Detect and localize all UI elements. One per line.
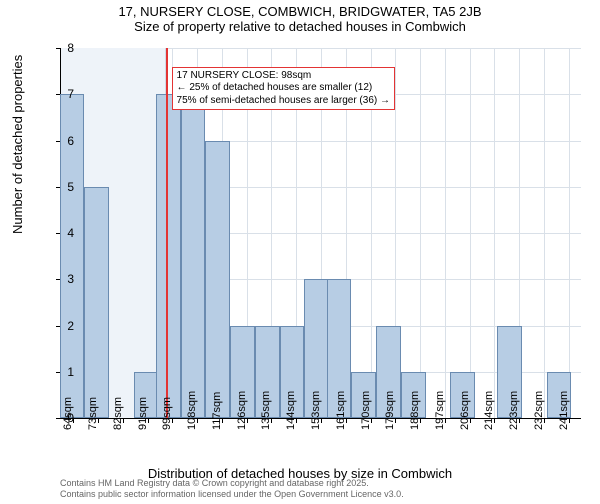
y-tick-label: 5 [54, 180, 74, 194]
y-tick-label: 3 [54, 272, 74, 286]
y-tick-label: 7 [54, 87, 74, 101]
histogram-bar [156, 94, 181, 418]
y-tick-label: 8 [54, 41, 74, 55]
annotation-line: ← 25% of detached houses are smaller (12… [177, 82, 390, 95]
footer-attribution: Contains HM Land Registry data © Crown c… [60, 478, 404, 500]
gridline-v [569, 48, 570, 418]
footer-line1: Contains HM Land Registry data © Crown c… [60, 478, 404, 489]
footer-line2: Contains public sector information licen… [60, 489, 404, 500]
gridline-v [470, 48, 471, 418]
annotation-box: 17 NURSERY CLOSE: 98sqm← 25% of detached… [172, 67, 395, 111]
y-tick-label: 1 [54, 365, 74, 379]
highlight-line [166, 48, 168, 418]
y-tick-label: 2 [54, 319, 74, 333]
gridline-v [420, 48, 421, 418]
y-axis-label: Number of detached properties [10, 55, 25, 234]
annotation-line: 17 NURSERY CLOSE: 98sqm [177, 70, 390, 83]
gridline-v [544, 48, 545, 418]
y-tick-label: 4 [54, 226, 74, 240]
y-tick-label: 6 [54, 134, 74, 148]
histogram-bar [205, 141, 230, 419]
gridline-v [494, 48, 495, 418]
gridline-v [445, 48, 446, 418]
annotation-line: 75% of semi-detached houses are larger (… [177, 95, 390, 108]
histogram-bar [181, 94, 206, 418]
title-subtitle: Size of property relative to detached ho… [0, 19, 600, 34]
title-address: 17, NURSERY CLOSE, COMBWICH, BRIDGWATER,… [0, 4, 600, 19]
plot-region: 17 NURSERY CLOSE: 98sqm← 25% of detached… [60, 48, 581, 419]
chart-area: 17 NURSERY CLOSE: 98sqm← 25% of detached… [60, 48, 580, 418]
histogram-bar [84, 187, 109, 418]
